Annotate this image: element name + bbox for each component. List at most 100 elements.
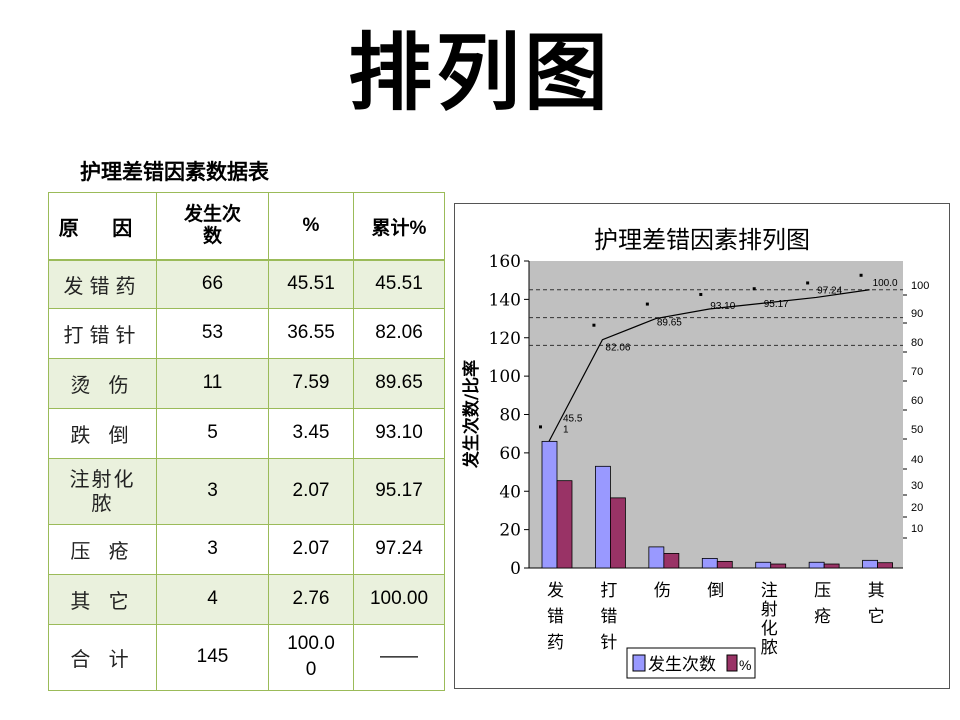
table-cell: 11 — [156, 357, 269, 409]
bar-percent — [663, 553, 680, 569]
x-tick-label: 注射化脓 — [761, 581, 778, 658]
table-cell: 5 — [156, 407, 269, 459]
table-cell: 合 计 — [48, 623, 157, 691]
cumulative-label: 82.06 — [605, 343, 630, 354]
bar-count — [808, 561, 825, 569]
y2-tick-label: 30 — [911, 480, 923, 492]
table-row: 压 疮 3 2.07 97.24 — [48, 523, 445, 575]
table-cell: 注射化脓 — [48, 457, 157, 525]
plot-area — [529, 261, 903, 568]
bar-percent — [610, 497, 626, 569]
cumulative-label: 93.10 — [710, 301, 735, 312]
header-cell: 累计% — [353, 192, 445, 261]
table-cell: 烫 伤 — [48, 357, 157, 409]
cumulative-label: 89.65 — [657, 318, 682, 329]
header-cell: % — [268, 192, 354, 261]
y2-tick-label: 40 — [911, 454, 923, 466]
table-cell: 95.17 — [353, 457, 445, 525]
header-cell: 原 因 — [48, 192, 157, 261]
table-cell: 打错针 — [48, 307, 157, 359]
y2-tick-label: 90 — [911, 308, 923, 320]
x-tick-label: 其它 — [868, 581, 885, 627]
x-tick-label: 伤 — [654, 581, 671, 601]
y-tick-label: 140 — [489, 290, 521, 310]
cumulative-label: 97.24 — [817, 285, 842, 296]
cumulative-marker — [806, 281, 810, 285]
y2-tick-label: 20 — [911, 502, 923, 514]
y-tick-label: 80 — [499, 406, 521, 426]
bar-count — [701, 558, 718, 569]
bar-percent — [716, 560, 733, 569]
y-tick-label: 60 — [499, 444, 521, 464]
table-row: 烫 伤 11 7.59 89.65 — [48, 357, 445, 409]
table-cell: 其 它 — [48, 573, 157, 625]
table-title: 护理差错因素数据表 — [80, 160, 269, 184]
x-tick-label: 倒 — [707, 581, 724, 601]
table-row: 注射化脓 3 2.07 95.17 — [48, 457, 445, 525]
table-cell: 53 — [156, 307, 269, 359]
table-cell: —— — [353, 623, 445, 691]
cumulative-label: 100.0 — [873, 278, 898, 289]
legend-swatch-count — [632, 654, 646, 672]
y2-tick-label: 100 — [911, 280, 929, 292]
table-row: 打错针 53 36.55 82.06 — [48, 307, 445, 359]
table-cell: 93.10 — [353, 407, 445, 459]
header-cell: 发生次数 — [156, 192, 269, 261]
bar-count — [755, 561, 772, 569]
table-header-row: 原 因 发生次数 % 累计% — [48, 192, 445, 261]
data-table: 原 因 发生次数 % 累计% 发错药 66 45.51 45.51 打错针 53… — [48, 192, 445, 691]
legend-label-percent: % — [739, 657, 751, 673]
table-cell: 2.07 — [268, 457, 354, 525]
bar-count — [595, 465, 611, 569]
table-cell: 82.06 — [353, 307, 445, 359]
y-tick-label: 160 — [489, 252, 521, 272]
table-cell: 100.00 — [353, 573, 445, 625]
table-cell: 3 — [156, 523, 269, 575]
x-tick-label: 打错针 — [600, 581, 617, 653]
table-row: 其 它 4 2.76 100.00 — [48, 573, 445, 625]
cumulative-label: 95.17 — [764, 299, 789, 310]
bar-percent — [823, 563, 840, 569]
cumulative-marker — [592, 323, 596, 327]
page-title: 排列图 — [347, 24, 612, 122]
bar-percent — [877, 562, 893, 569]
x-tick-label: 压疮 — [814, 581, 831, 627]
bar-count — [648, 546, 665, 569]
y-tick-label: 0 — [510, 559, 521, 579]
table-row: 发错药 66 45.51 45.51 — [48, 259, 445, 309]
table-cell: 66 — [156, 259, 269, 309]
cumulative-marker — [645, 302, 649, 306]
table-cell: 压 疮 — [48, 523, 157, 575]
table-cell: 3.45 — [268, 407, 354, 459]
table-cell: 97.24 — [353, 523, 445, 575]
cumulative-marker — [539, 425, 542, 429]
table-cell: 3 — [156, 457, 269, 525]
y2-tick-label: 10 — [911, 523, 923, 535]
table-cell: 发错药 — [48, 259, 157, 309]
table-cell: 7.59 — [268, 357, 354, 409]
y-axis-label: 发生次数/比率 — [461, 360, 482, 469]
y2-tick-label: 60 — [911, 395, 923, 407]
cumulative-line — [548, 289, 870, 442]
y-tick-label: 40 — [499, 482, 521, 502]
cumulative-marker — [859, 273, 863, 277]
y2-tick-label: 50 — [911, 424, 923, 436]
table-cell: 跌 倒 — [48, 407, 157, 459]
bar-percent — [556, 480, 573, 569]
bar-percent — [770, 563, 787, 569]
table-cell: 2.07 — [268, 523, 354, 575]
y-tick-label: 120 — [489, 329, 521, 349]
cumulative-marker — [752, 287, 756, 291]
bar-count — [541, 440, 558, 569]
y-tick-label: 20 — [499, 521, 521, 541]
table-cell: 36.55 — [268, 307, 354, 359]
table-cell: 145 — [156, 623, 269, 691]
chart-svg: 护理差错因素排列图 0 20 40 60 80 100 120 140 160 发生次数/比率 10 2… — [461, 226, 929, 679]
x-tick-label: 发错药 — [547, 581, 564, 653]
y-tick-label: 100 — [489, 367, 521, 387]
y2-tick-label: 70 — [911, 366, 923, 378]
table-cell: 45.51 — [353, 259, 445, 309]
legend-box — [626, 647, 756, 679]
bar-count — [862, 559, 878, 569]
table-total-row: 合 计 145 100.00 —— — [48, 623, 445, 691]
